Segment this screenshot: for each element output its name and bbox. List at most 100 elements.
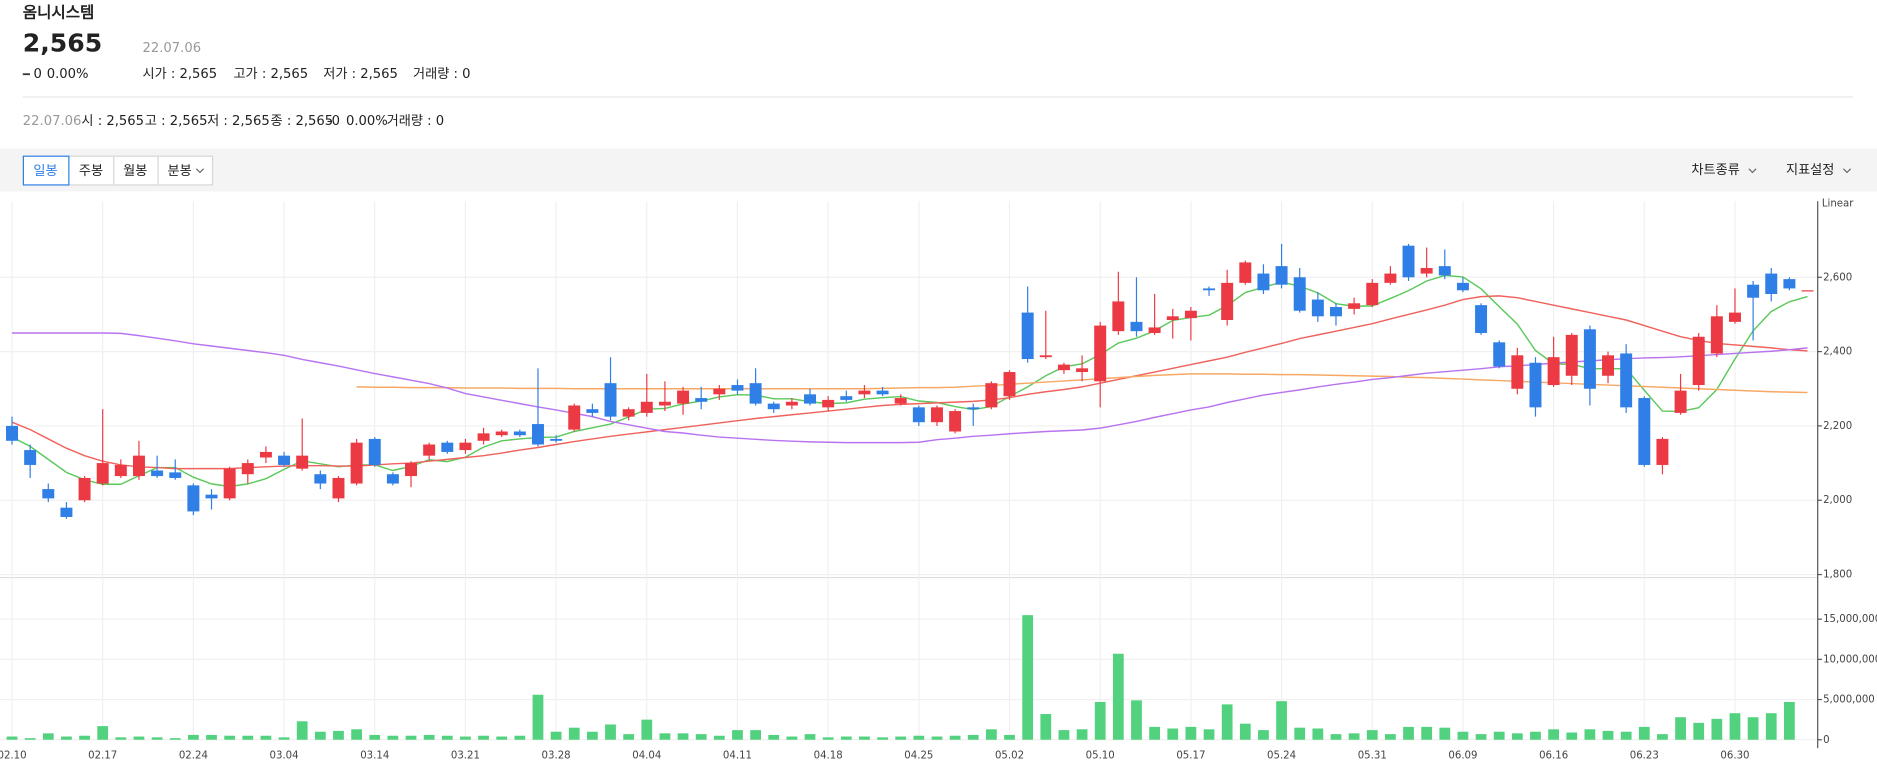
candle-body	[1565, 334, 1578, 376]
info-high: 고 : 2,565	[145, 114, 208, 129]
period-button[interactable]: 월봉	[123, 163, 147, 179]
x-tick-label: 06.16	[1539, 750, 1568, 761]
x-tick-label: 05.24	[1267, 750, 1296, 761]
candles	[6, 243, 1814, 519]
high-price: 고가 : 2,565	[233, 66, 308, 82]
volume-bar	[605, 724, 616, 740]
x-tick-label: 06.09	[1448, 750, 1477, 761]
candle-body	[1402, 245, 1415, 278]
volume-bar	[260, 735, 272, 740]
candle-body	[368, 438, 381, 465]
candle-body	[840, 396, 853, 400]
candle-body	[350, 442, 363, 484]
x-tick-label: 05.02	[995, 750, 1024, 761]
volume-tick-label: 10,000,000	[1823, 654, 1877, 665]
volume-bar	[623, 734, 635, 740]
candle-body	[42, 489, 55, 499]
candle-body	[1239, 262, 1252, 283]
volume-bar	[822, 737, 834, 740]
candle-body	[1094, 325, 1107, 382]
candle-body	[60, 507, 73, 517]
period-button-active[interactable]	[22, 155, 70, 186]
candle-body	[78, 477, 91, 501]
volume-bar	[1747, 717, 1759, 740]
candle-body	[1438, 266, 1451, 276]
volume-bar	[931, 736, 943, 740]
candle-body	[259, 451, 272, 458]
volume-bar	[1058, 730, 1070, 740]
volume-bar	[1131, 700, 1142, 740]
volume-bar	[1530, 731, 1541, 740]
candle-body	[1692, 336, 1705, 386]
volume-bar	[1493, 731, 1505, 740]
volume-bar	[1602, 730, 1614, 740]
candle-body	[278, 455, 291, 465]
candle-body	[1148, 327, 1161, 334]
info-change: -0	[327, 114, 340, 129]
candle-body	[1493, 342, 1506, 367]
volume-bar	[786, 736, 798, 740]
volume-bar	[1548, 729, 1560, 740]
indicator-menu[interactable]: 지표설정	[1786, 162, 1834, 178]
candle-body	[1221, 282, 1234, 321]
x-tick-label: 06.30	[1720, 750, 1749, 761]
volume-bar	[804, 734, 816, 740]
low-price: 저가 : 2,565	[323, 66, 398, 82]
volume-bar	[1366, 730, 1378, 740]
info-change-rate: 0.00%	[346, 114, 388, 129]
candle-body	[1747, 284, 1760, 298]
candle-body	[949, 411, 962, 432]
volume-tick-label: 5,000,000	[1823, 695, 1875, 706]
volume-bar	[1276, 701, 1287, 740]
y-tick-label: 2,400	[1823, 347, 1852, 358]
volume-bar	[1239, 723, 1251, 740]
candle-body	[151, 470, 164, 477]
volume-bar	[568, 727, 580, 740]
candle-body	[985, 383, 998, 408]
x-tick-label: 02.24	[179, 750, 208, 761]
candle-body	[1329, 307, 1342, 317]
volume-bar	[1584, 729, 1596, 740]
volume-bar	[1403, 726, 1414, 740]
info-low: 저 : 2,565	[207, 113, 270, 129]
candle-body	[423, 444, 436, 456]
volume-bar	[496, 736, 508, 740]
moving-average-line	[11, 295, 1808, 470]
info-date: 22.07.06	[23, 114, 82, 129]
candle-body	[658, 401, 671, 406]
volume-bar	[296, 721, 308, 740]
period-button[interactable]: 분봉	[167, 163, 191, 179]
period-button[interactable]: 일봉	[33, 163, 57, 179]
volume-bar	[387, 735, 399, 740]
volume-bar	[877, 737, 888, 740]
volume-bar	[1149, 726, 1161, 740]
candle-body	[1728, 312, 1741, 322]
volume-bar	[1675, 717, 1686, 740]
candle-body	[804, 394, 817, 404]
candle-body	[1166, 316, 1179, 321]
grid	[0, 201, 1818, 741]
volume-bar	[1620, 731, 1632, 740]
toolbar	[0, 148, 1877, 192]
volume-bar	[967, 734, 979, 740]
volume-bar	[1330, 734, 1342, 740]
candle-body	[785, 401, 798, 406]
price-date: 22.07.06	[142, 41, 201, 56]
y-tick-label: 1,800	[1823, 570, 1852, 581]
candle-body	[640, 401, 653, 413]
volume-bar	[151, 737, 163, 740]
volume-bar	[659, 733, 671, 740]
volume-bar	[351, 729, 362, 740]
volume-bar	[1203, 729, 1215, 740]
period-button[interactable]: 주봉	[79, 163, 103, 179]
candle-body	[767, 403, 780, 410]
candle-body	[1257, 273, 1270, 291]
chart-type-menu[interactable]: 차트종류	[1691, 162, 1739, 178]
x-tick-label: 06.23	[1630, 750, 1659, 761]
info-volume: 거래량 : 0	[387, 113, 444, 129]
candle-body	[1583, 329, 1596, 389]
volume-bar	[895, 736, 907, 740]
candle-body	[695, 398, 708, 402]
candle-body	[930, 407, 943, 423]
candle-body	[459, 442, 472, 451]
